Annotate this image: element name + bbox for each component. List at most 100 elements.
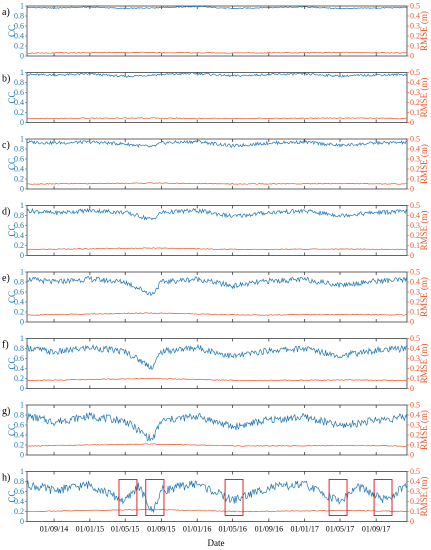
panel-label: d) <box>2 207 10 218</box>
right-tick-label: 0.1 <box>410 42 420 51</box>
right-axis-label: RMSE (m) <box>419 11 429 51</box>
left-tick-label: 0.2 <box>14 441 24 450</box>
right-tick-label: 0 <box>410 517 414 526</box>
right-tick-label: 0.2 <box>410 32 420 41</box>
left-tick-label: 0.4 <box>14 431 24 440</box>
left-axis-label: CC <box>7 490 17 502</box>
right-tick-label: 0.3 <box>410 354 420 363</box>
highlight-box <box>224 479 244 516</box>
plot-frame <box>26 271 408 323</box>
left-tick-label: 0.8 <box>14 78 24 87</box>
panel-label: b) <box>2 74 10 85</box>
left-tick-label: 0.6 <box>14 354 24 363</box>
left-tick-label: 0.2 <box>14 42 24 51</box>
cc-series-line <box>26 343 408 371</box>
left-tick-label: 0 <box>20 52 24 61</box>
left-tick-label: 0.2 <box>14 507 24 516</box>
right-tick-label: 0.5 <box>410 467 420 476</box>
left-tick-label: 0.2 <box>14 175 24 184</box>
panel-label: e) <box>2 273 10 284</box>
right-tick-label: 0.2 <box>410 364 420 373</box>
highlight-box <box>145 479 165 516</box>
left-tick-label: 1 <box>20 334 24 343</box>
right-tick-label: 0.2 <box>410 431 420 440</box>
panel-label: f) <box>2 340 9 351</box>
plot-frame <box>26 72 408 123</box>
left-tick-label: 1 <box>20 268 24 277</box>
left-tick-label: 0.2 <box>14 308 24 317</box>
left-tick-label: 0.8 <box>14 411 24 420</box>
left-tick-label: 0.6 <box>14 155 24 164</box>
left-tick-label: 0 <box>20 451 24 460</box>
right-tick-label: 0.4 <box>410 477 420 486</box>
right-tick-label: 0.5 <box>410 2 420 11</box>
right-tick-label: 0.3 <box>410 155 420 164</box>
rmse-series-line <box>26 508 408 513</box>
left-axis-label: CC <box>7 91 17 103</box>
left-tick-label: 0.4 <box>14 298 24 307</box>
right-tick-label: 0.5 <box>410 334 420 343</box>
left-tick-label: 0.6 <box>14 288 24 297</box>
left-tick-label: 0.8 <box>14 12 24 21</box>
x-tick-label: 01/01/15 <box>76 525 104 534</box>
left-tick-label: 0 <box>20 318 24 327</box>
right-tick-label: 0 <box>410 384 414 393</box>
cc-series-line <box>26 5 408 10</box>
right-tick-label: 0.4 <box>410 344 420 353</box>
plot-frame <box>26 138 408 190</box>
rmse-series-line <box>26 247 407 251</box>
right-tick-label: 0.2 <box>410 497 420 506</box>
cc-series-line <box>26 480 408 514</box>
right-axis-label: RMSE (m) <box>419 344 429 384</box>
rmse-series-line <box>26 312 408 316</box>
panel-label: c) <box>2 140 10 151</box>
right-tick-label: 0 <box>410 318 414 327</box>
right-tick-label: 0 <box>410 185 414 194</box>
right-tick-label: 0.4 <box>410 411 420 420</box>
left-axis-label: CC <box>7 291 17 303</box>
right-tick-label: 0.2 <box>410 298 420 307</box>
right-tick-label: 0.2 <box>410 98 420 107</box>
plot-frame <box>26 471 408 522</box>
left-tick-label: 0.8 <box>14 477 24 486</box>
right-tick-label: 0.3 <box>410 487 420 496</box>
right-tick-label: 0.5 <box>410 135 420 144</box>
right-axis-label: RMSE (m) <box>419 477 429 517</box>
left-tick-label: 0.4 <box>14 497 24 506</box>
highlight-box <box>373 479 393 516</box>
left-tick-label: 0 <box>20 384 24 393</box>
right-tick-label: 0.3 <box>410 288 420 297</box>
left-tick-label: 0.4 <box>14 98 24 107</box>
x-tick-label: 01/01/16 <box>183 525 211 534</box>
right-tick-label: 0.2 <box>410 165 420 174</box>
rmse-series-line <box>26 182 407 185</box>
left-tick-label: 0 <box>20 517 24 526</box>
rmse-series-line <box>26 377 407 382</box>
left-tick-label: 0.4 <box>14 165 24 174</box>
cc-series-line <box>26 207 408 221</box>
right-tick-label: 0.3 <box>410 22 420 31</box>
right-tick-label: 0.4 <box>410 278 420 287</box>
x-tick-label: 01/05/17 <box>326 525 354 534</box>
cc-series-line <box>26 72 408 78</box>
left-tick-label: 1 <box>20 135 24 144</box>
left-tick-label: 0 <box>20 185 24 194</box>
left-tick-label: 0.2 <box>14 374 24 383</box>
left-tick-label: 0.2 <box>14 241 24 250</box>
left-tick-label: 0.6 <box>14 421 24 430</box>
highlight-box <box>328 479 348 516</box>
left-tick-label: 0.8 <box>14 211 24 220</box>
right-tick-label: 0 <box>410 451 414 460</box>
cc-series-line <box>26 412 408 443</box>
left-tick-label: 0 <box>20 118 24 127</box>
plot-frame <box>26 338 408 389</box>
left-tick-label: 0.4 <box>14 32 24 41</box>
